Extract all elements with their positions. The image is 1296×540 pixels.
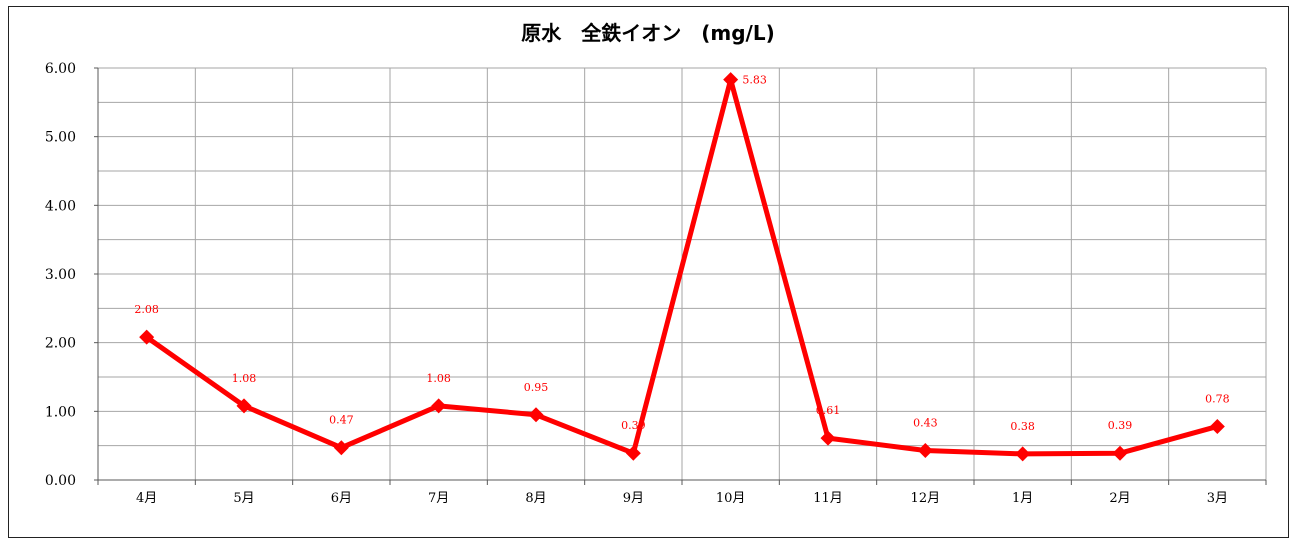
x-tick-label: 10月 (716, 491, 746, 506)
x-tick-label: 8月 (525, 491, 546, 506)
x-tick-label: 7月 (428, 491, 449, 506)
y-tick-label: 2.00 (45, 336, 76, 352)
data-label: 0.95 (524, 381, 549, 394)
axes: 0.00 1.00 2.00 3.00 4.00 5.00 6.00 4月 5月 6月 7月 8月 9月… (45, 61, 1266, 506)
x-tick-label: 1月 (1012, 491, 1033, 506)
data-point (1015, 446, 1030, 461)
data-label: 0.47 (329, 414, 354, 427)
x-tick-label: 9月 (623, 491, 644, 506)
data-label: 0.39 (621, 419, 646, 432)
data-point (334, 440, 349, 455)
x-tick-label: 11月 (813, 491, 843, 506)
y-tick-label: 0.00 (45, 473, 76, 489)
data-label: 0.43 (913, 416, 938, 429)
y-tick-label: 5.00 (45, 130, 76, 146)
x-tick-label: 4月 (136, 491, 157, 506)
x-tick-label: 2月 (1109, 491, 1130, 506)
y-tick-label: 4.00 (45, 198, 76, 214)
data-point (626, 446, 641, 461)
data-label: 1.08 (232, 372, 257, 385)
line-chart: 原水 全鉄イオン (mg/L) 0.00 1.00 2.00 3.00 4.00 5.00… (9, 7, 1288, 537)
x-tick-label: 6月 (331, 491, 352, 506)
data-point (529, 407, 544, 422)
x-tick-label: 3月 (1207, 491, 1228, 506)
data-label: 2.08 (134, 303, 159, 316)
chart-frame: 原水 全鉄イオン (mg/L) 0.00 1.00 2.00 3.00 4.00 5.00… (8, 6, 1289, 538)
data-point (821, 431, 836, 446)
y-tick-label: 6.00 (45, 61, 76, 77)
data-point (1210, 419, 1225, 434)
x-tick-label: 5月 (233, 491, 254, 506)
data-label: 0.78 (1205, 392, 1230, 405)
data-label: 0.61 (816, 404, 841, 417)
data-label: 5.83 (742, 74, 767, 87)
data-label: 0.39 (1108, 419, 1133, 432)
chart-title: 原水 全鉄イオン (mg/L) (521, 21, 775, 45)
y-tick-label: 3.00 (45, 267, 76, 283)
data-label: 0.38 (1010, 420, 1035, 433)
x-tick-label: 12月 (911, 491, 941, 506)
data-point (723, 72, 738, 87)
data-label: 1.08 (426, 372, 451, 385)
y-tick-label: 1.00 (45, 404, 76, 420)
data-point (1113, 446, 1128, 461)
